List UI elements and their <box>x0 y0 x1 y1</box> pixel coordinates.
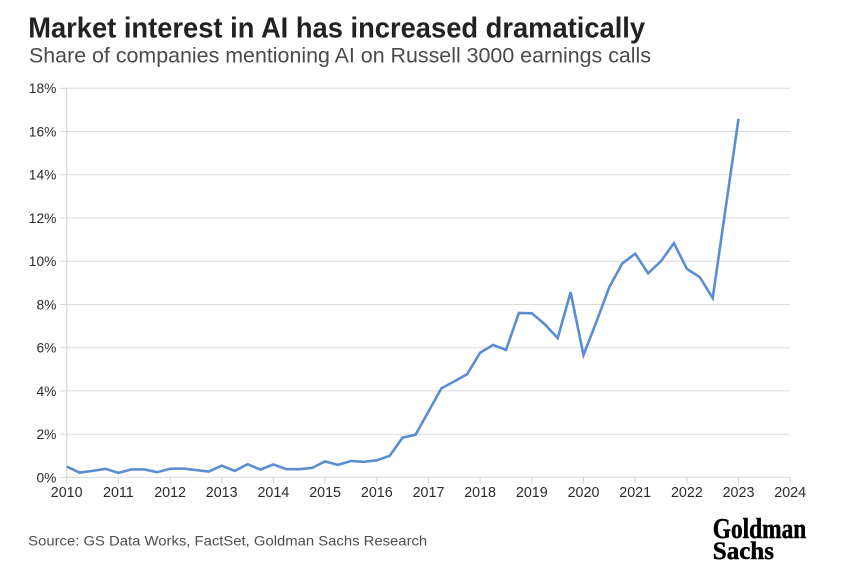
svg-text:2011: 2011 <box>103 485 134 501</box>
svg-text:2012: 2012 <box>154 485 186 501</box>
svg-text:2022: 2022 <box>671 485 703 501</box>
svg-text:2024: 2024 <box>774 485 806 501</box>
svg-text:2017: 2017 <box>413 485 445 501</box>
svg-text:2023: 2023 <box>723 485 755 501</box>
svg-text:10%: 10% <box>29 254 57 269</box>
svg-text:6%: 6% <box>36 341 56 356</box>
svg-text:16%: 16% <box>29 124 57 139</box>
svg-text:Share of companies mentioning: Share of companies mentioning AI on Russ… <box>29 43 651 67</box>
svg-text:Sachs: Sachs <box>713 538 774 565</box>
svg-text:2019: 2019 <box>516 485 548 501</box>
svg-text:2%: 2% <box>36 427 56 442</box>
svg-text:Market interest in AI has incr: Market interest in AI has increased dram… <box>28 13 645 45</box>
svg-text:0%: 0% <box>36 470 56 485</box>
svg-text:Source: GS Data Works, FactSet: Source: GS Data Works, FactSet, Goldman … <box>28 533 427 549</box>
svg-text:2016: 2016 <box>361 485 393 501</box>
svg-text:2021: 2021 <box>619 485 651 501</box>
svg-text:2010: 2010 <box>51 485 83 501</box>
svg-text:8%: 8% <box>36 297 56 312</box>
svg-text:2015: 2015 <box>309 485 341 501</box>
svg-text:18%: 18% <box>29 81 57 96</box>
svg-text:2018: 2018 <box>464 485 496 501</box>
svg-text:2013: 2013 <box>206 485 238 501</box>
svg-text:12%: 12% <box>29 211 57 226</box>
svg-text:14%: 14% <box>29 168 57 183</box>
svg-text:4%: 4% <box>36 384 56 399</box>
svg-text:2020: 2020 <box>568 485 600 501</box>
svg-text:Goldman: Goldman <box>713 514 807 545</box>
svg-text:2014: 2014 <box>257 485 289 501</box>
